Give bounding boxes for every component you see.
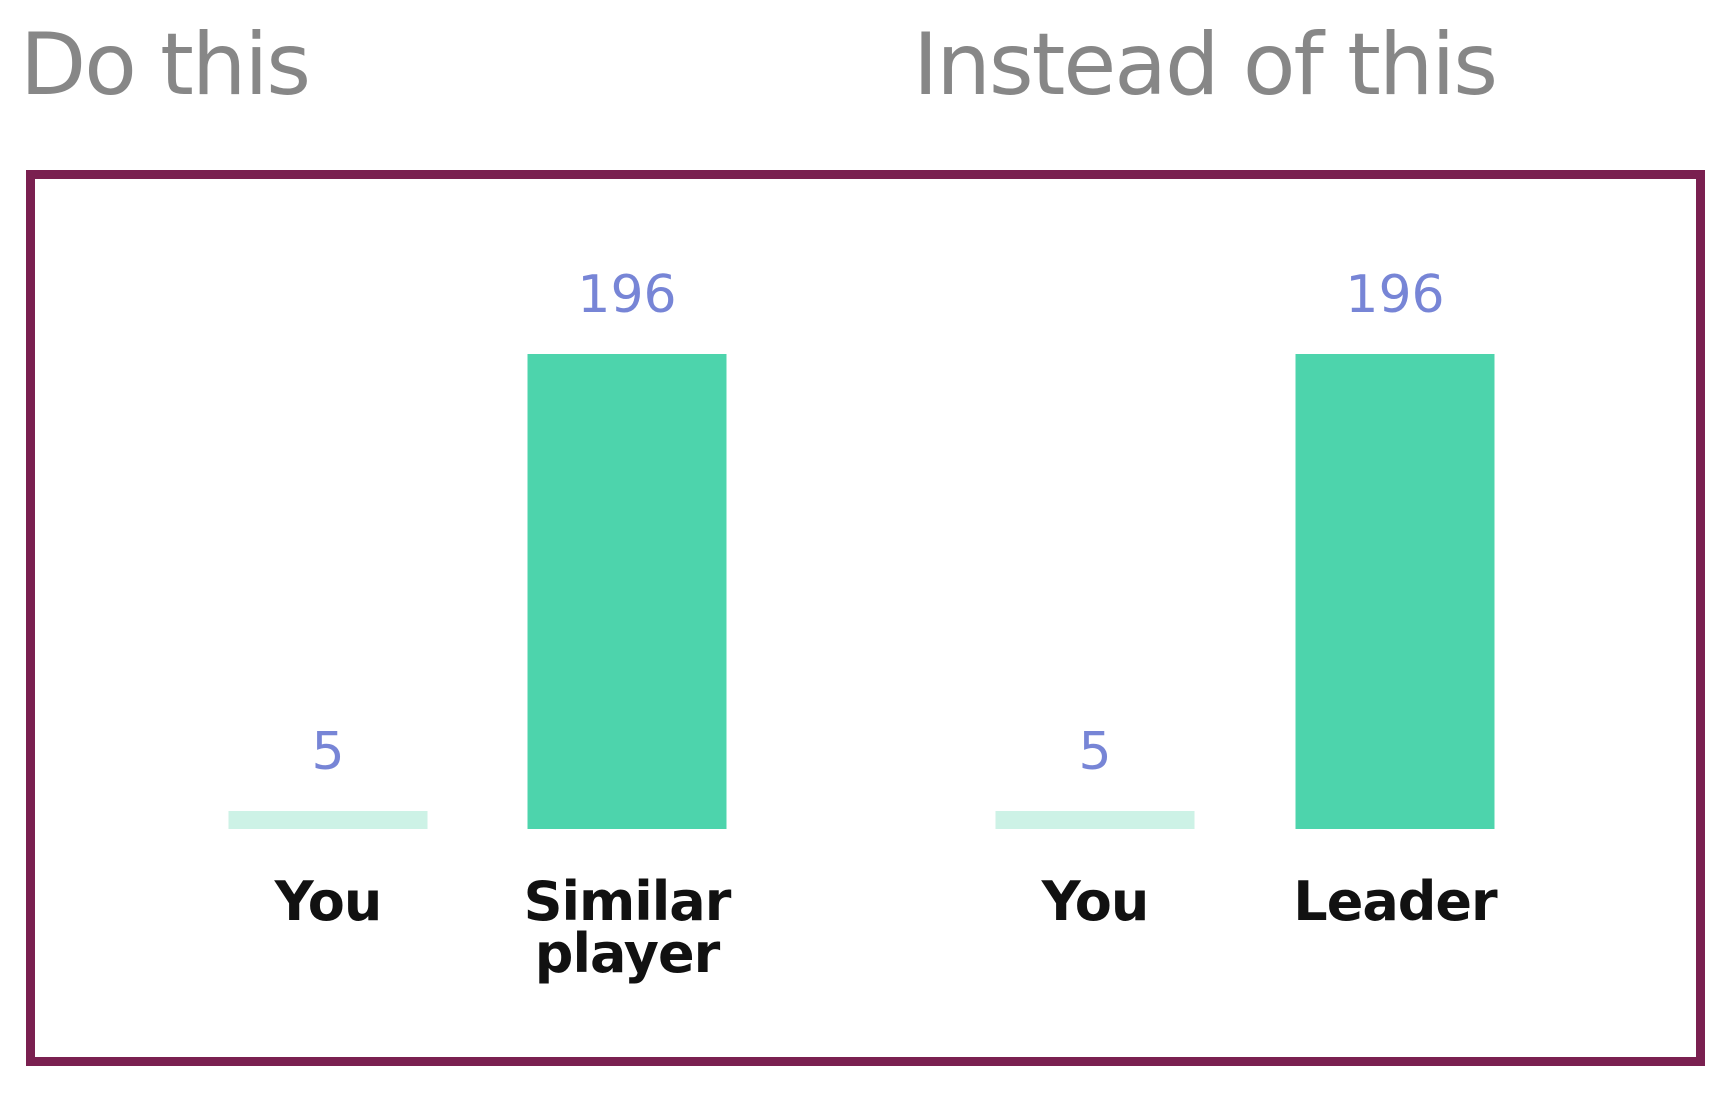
bar-leader <box>1295 354 1495 829</box>
value-label: 5 <box>311 722 344 782</box>
bar-you <box>995 811 1195 829</box>
bar-similar-player <box>527 354 727 829</box>
value-label: 196 <box>1345 265 1444 325</box>
category-label: player <box>535 922 721 985</box>
bar-you <box>228 811 428 829</box>
category-label: You <box>274 870 382 933</box>
category-label: Similar <box>524 870 732 933</box>
value-label: 5 <box>1078 722 1111 782</box>
value-label: 196 <box>577 265 676 325</box>
instead-of-this-heading: Instead of this <box>913 15 1498 115</box>
category-label: You <box>1041 870 1149 933</box>
do-this-heading: Do this <box>20 15 311 115</box>
category-label: Leader <box>1293 870 1498 933</box>
bar-chart-instead-of-this: 5 You 196 Leader <box>995 265 1499 933</box>
